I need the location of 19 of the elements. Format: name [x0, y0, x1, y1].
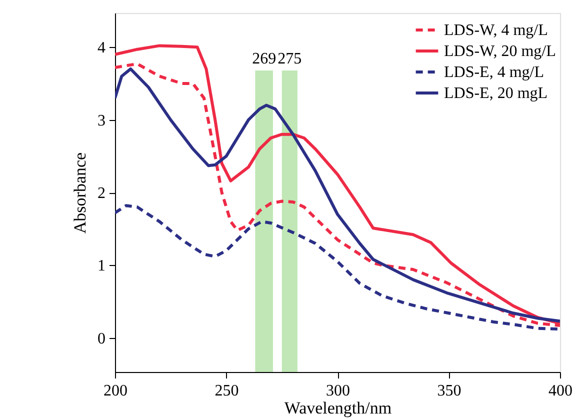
x-axis-title: Wavelength/nm — [284, 398, 392, 418]
y-tick-label: 1 — [98, 258, 106, 275]
x-tick-label: 200 — [104, 382, 128, 400]
x-tick-label: 400 — [548, 382, 572, 400]
y-axis-title: Absorbance — [70, 152, 90, 234]
y-tick-label: 0 — [98, 330, 106, 348]
band-label: 275 — [278, 50, 302, 68]
legend-label: LDS-W, 20 mg/L — [444, 43, 556, 60]
legend-label: LDS-W, 4 mg/L — [444, 22, 548, 39]
x-tick-label: 250 — [214, 382, 239, 400]
x-tick-label: 300 — [326, 382, 350, 400]
band-label: 269 — [252, 50, 276, 68]
y-tick-label: 2 — [98, 185, 106, 202]
y-tick-label: 3 — [98, 112, 106, 130]
x-tick-label: 350 — [437, 382, 462, 400]
line-series — [115, 204, 560, 331]
legend-label: LDS-E, 20 mgL — [444, 85, 548, 102]
y-tick-label: 4 — [98, 40, 106, 57]
legend-label: LDS-E, 4 mg/L — [444, 64, 544, 81]
